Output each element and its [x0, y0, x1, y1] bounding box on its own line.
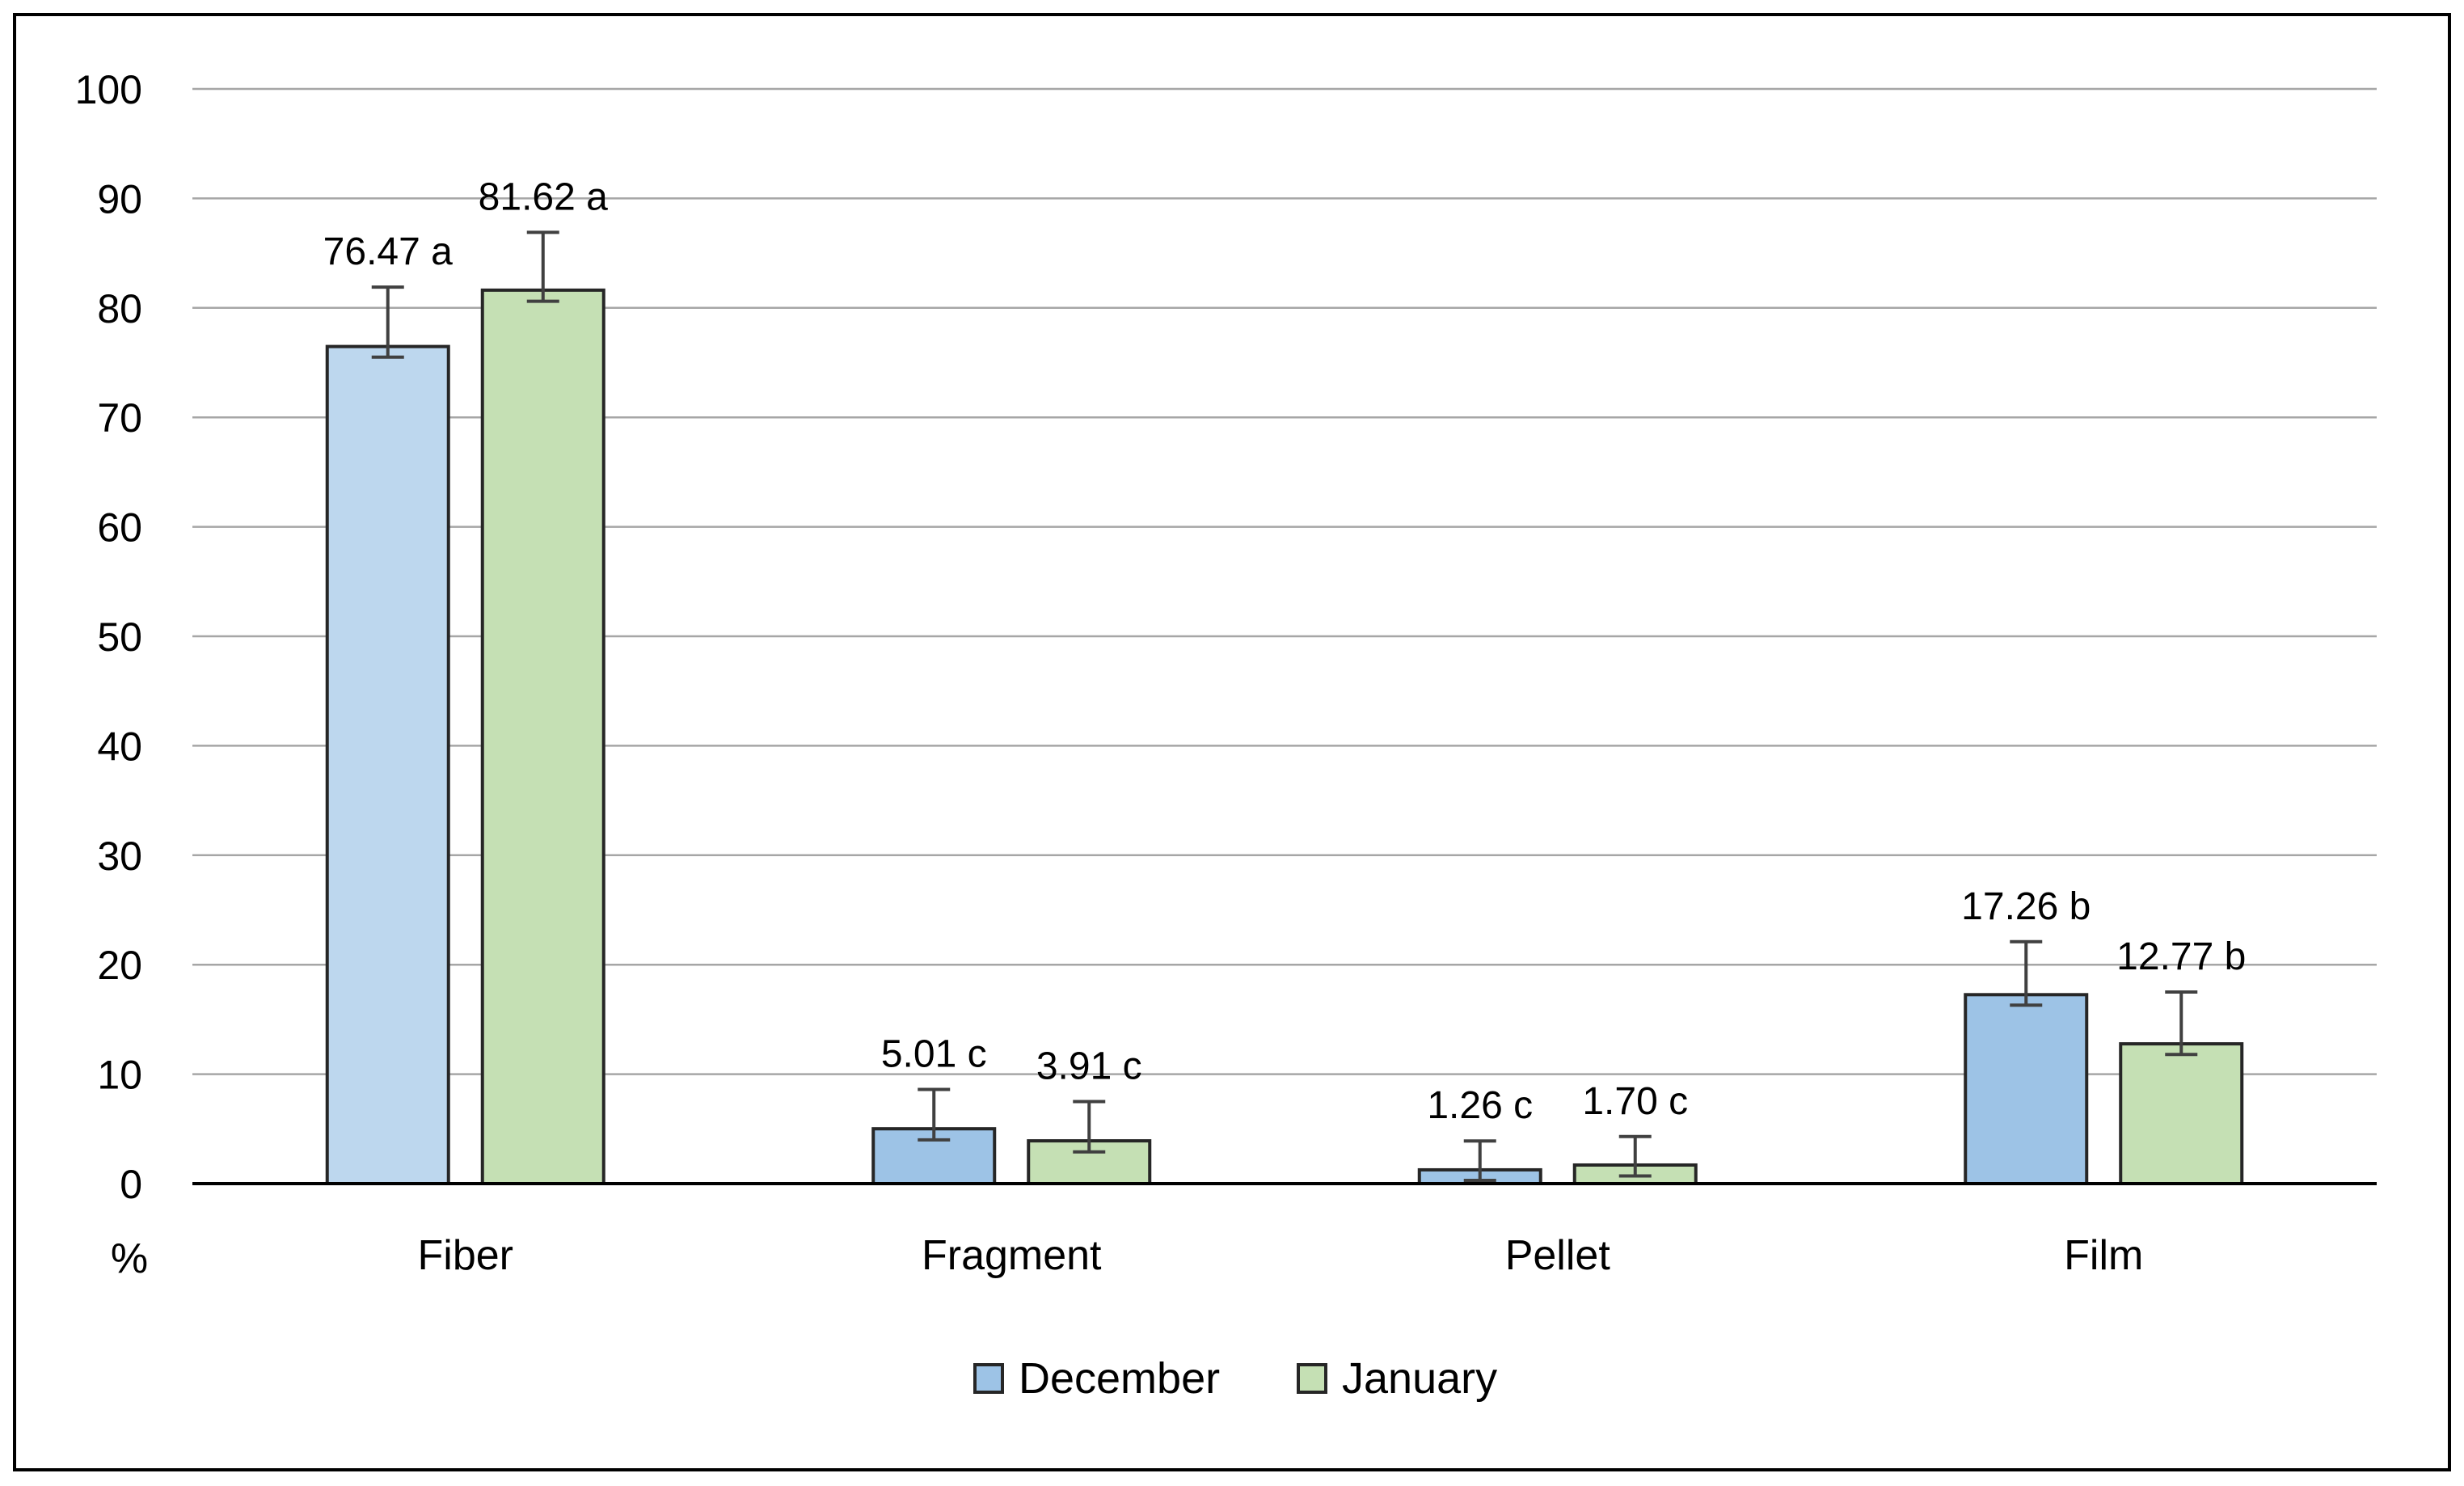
y-tick-label: 70	[97, 395, 142, 441]
legend-item-january: January	[1297, 1354, 1497, 1403]
data-label: 17.26 b	[1961, 885, 2091, 928]
bar-december-fiber	[325, 344, 450, 1185]
error-bars	[371, 230, 2198, 1182]
bar-january-fiber	[480, 288, 605, 1185]
legend: December January	[973, 1354, 1497, 1403]
legend-item-december: December	[973, 1354, 1220, 1403]
data-label: 1.26 c	[1427, 1084, 1533, 1127]
y-tick-label: 50	[97, 614, 142, 660]
data-label: 76.47 a	[323, 230, 453, 273]
x-tick-label: Pellet	[1505, 1232, 1611, 1279]
x-tick-label: Fiber	[418, 1232, 513, 1279]
error-bar-january-pellet	[1618, 1134, 1652, 1178]
y-axis-ticks: 0 10 20 30 40 50 60 70 80 90 100	[75, 67, 142, 1207]
y-axis-label: %	[111, 1235, 148, 1282]
legend-swatch	[973, 1363, 1004, 1394]
error-bar-december-fiber	[371, 285, 404, 359]
y-tick-label: 60	[97, 505, 142, 551]
y-tick-label: 30	[97, 834, 142, 879]
error-bar-january-fiber	[526, 230, 559, 303]
y-tick-label: 10	[97, 1053, 142, 1098]
error-bar-december-film	[2010, 939, 2043, 1007]
y-tick-label: 20	[97, 943, 142, 988]
error-bar-january-fragment	[1073, 1100, 1106, 1154]
bar-december-film	[1964, 993, 2089, 1185]
y-tick-label: 0	[120, 1162, 142, 1207]
data-label: 12.77 b	[2116, 935, 2246, 978]
legend-swatch	[1297, 1363, 1327, 1394]
error-bar-january-film	[2165, 990, 2198, 1057]
data-label: 1.70 c	[1582, 1080, 1688, 1123]
error-bar-december-pellet	[1463, 1139, 1496, 1182]
y-tick-label: 90	[97, 176, 142, 222]
error-bar-december-fragment	[918, 1087, 951, 1142]
data-label: 5.01 c	[881, 1033, 987, 1076]
data-label: 81.62 a	[479, 175, 608, 218]
data-label: 3.91 c	[1036, 1045, 1142, 1087]
legend-label: December	[1019, 1354, 1220, 1403]
bar-january-film	[2119, 1042, 2244, 1186]
y-tick-label: 100	[75, 67, 142, 112]
x-tick-label: Film	[2064, 1232, 2143, 1279]
data-labels: 76.47 a 81.62 a 5.01 c 3.91 c 1.26 c 1.70 c 17…	[323, 175, 2247, 1127]
x-axis-ticks: Fiber Fragment Pellet Film	[418, 1232, 2144, 1279]
legend-label: January	[1342, 1354, 1497, 1403]
x-tick-label: Fragment	[922, 1232, 1102, 1279]
y-tick-label: 40	[97, 724, 142, 769]
y-tick-label: 80	[97, 286, 142, 331]
